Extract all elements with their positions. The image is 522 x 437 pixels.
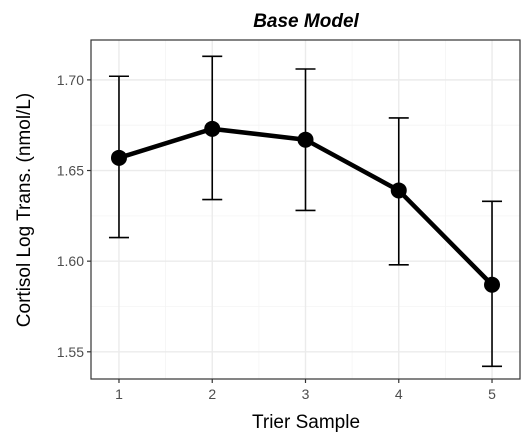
y-axis-label: Cortisol Log Trans. (nmol/L) [14,93,35,327]
y-tick-label: 1.65 [57,163,84,179]
y-tick-label: 1.55 [57,344,84,360]
x-tick-label: 4 [395,386,403,402]
data-point [390,182,407,199]
y-axis: 1.55 1.60 1.65 1.70 [57,72,91,360]
data-point [297,131,314,148]
chart-title: Base Model [253,11,359,32]
data-point [110,149,127,166]
y-tick-label: 1.60 [57,253,84,269]
data-point [204,120,221,137]
x-tick-label: 5 [488,386,496,402]
x-axis-label: Trier Sample [252,412,360,433]
x-tick-label: 1 [115,386,123,402]
x-axis: 1 2 3 4 5 [115,379,496,402]
data-points [110,120,501,293]
data-point [484,276,501,293]
x-tick-label: 2 [208,386,216,402]
y-tick-label: 1.70 [57,72,84,88]
x-tick-label: 3 [302,386,310,402]
